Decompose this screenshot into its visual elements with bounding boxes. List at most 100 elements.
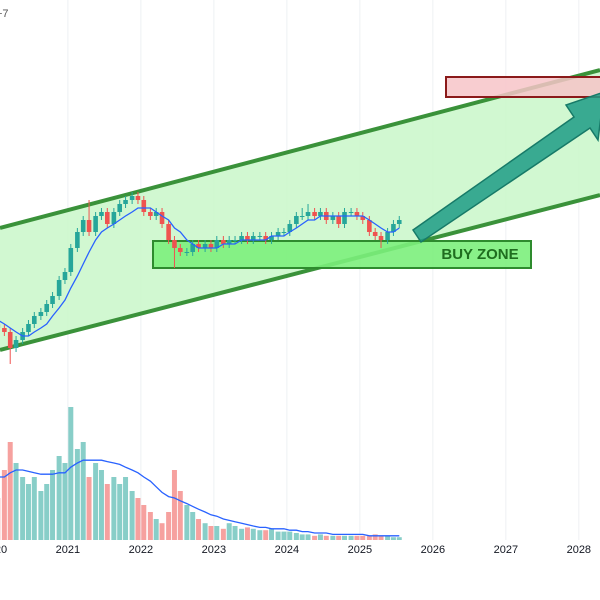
candle-body bbox=[68, 248, 74, 272]
candle-body bbox=[26, 324, 31, 332]
volume-bar bbox=[360, 535, 366, 540]
candle-body bbox=[93, 216, 98, 232]
candle-body bbox=[32, 316, 37, 324]
candle-body bbox=[111, 212, 117, 224]
volume-bar bbox=[184, 505, 190, 540]
x-tick-label: 2024 bbox=[275, 544, 299, 556]
candle-body bbox=[172, 240, 177, 248]
volume-bar bbox=[299, 534, 305, 540]
buy-zone-label: BUY ZONE bbox=[441, 246, 518, 263]
volume-bar bbox=[50, 470, 56, 540]
volume-moving-average bbox=[0, 459, 400, 537]
candle-body bbox=[38, 312, 44, 316]
volume-bar bbox=[330, 535, 336, 540]
candle-body bbox=[281, 232, 287, 233]
candle-body bbox=[166, 224, 171, 240]
volume-bar bbox=[366, 535, 372, 540]
candle-body bbox=[305, 212, 311, 216]
candle-body bbox=[80, 220, 86, 232]
target-zone bbox=[445, 76, 600, 98]
candle-body bbox=[196, 244, 201, 248]
candle-body bbox=[378, 236, 384, 240]
volume-bar bbox=[111, 477, 117, 540]
volume-bar bbox=[372, 534, 378, 540]
candle-body bbox=[117, 204, 123, 212]
volume-bar bbox=[153, 519, 159, 540]
channel-lower bbox=[0, 193, 600, 352]
volume-bar bbox=[93, 463, 99, 540]
corner-label: +7 bbox=[0, 8, 9, 20]
candle-body bbox=[269, 236, 274, 240]
candle-body bbox=[44, 304, 50, 312]
candle-body bbox=[372, 232, 378, 236]
candle-body bbox=[360, 216, 366, 220]
candle-body bbox=[250, 236, 256, 240]
volume-bar bbox=[62, 463, 68, 540]
arrow bbox=[411, 92, 600, 244]
candle-body bbox=[239, 236, 244, 240]
candle-body bbox=[299, 216, 305, 217]
volume-bar bbox=[202, 523, 208, 540]
volume-bar bbox=[74, 449, 80, 540]
volume-bar bbox=[86, 477, 92, 540]
volume-bar bbox=[1, 470, 7, 540]
volume-bar bbox=[317, 534, 323, 540]
candle-body bbox=[62, 272, 68, 280]
volume-bar bbox=[123, 477, 129, 540]
volume-bar bbox=[159, 523, 165, 540]
volume-bar bbox=[348, 535, 354, 540]
volume-bar bbox=[80, 442, 86, 540]
volume-bar bbox=[232, 526, 238, 540]
candle-body bbox=[263, 236, 268, 240]
candle-body bbox=[312, 212, 317, 216]
candle-body bbox=[221, 240, 226, 244]
x-tick-label: 2025 bbox=[348, 544, 372, 556]
volume-bar bbox=[336, 535, 342, 540]
candle-body bbox=[391, 224, 396, 232]
candle-body bbox=[99, 212, 104, 216]
candle-body bbox=[318, 212, 323, 216]
volume-bar bbox=[20, 477, 26, 540]
volume-bar bbox=[396, 537, 402, 540]
volume-bar bbox=[226, 523, 232, 540]
volume-bar bbox=[263, 530, 269, 540]
candle-body bbox=[148, 212, 153, 216]
candle-body bbox=[385, 232, 390, 240]
volume-bar bbox=[190, 512, 196, 540]
candle-body bbox=[177, 248, 183, 252]
volume-bar bbox=[117, 484, 123, 540]
volume-bar bbox=[13, 463, 19, 540]
x-tick-label: 2020 bbox=[0, 544, 7, 556]
volume-bar bbox=[7, 442, 13, 540]
volume-bar bbox=[269, 528, 275, 540]
candle-body bbox=[330, 216, 336, 220]
volume-bar bbox=[275, 531, 281, 540]
candle-body bbox=[190, 244, 195, 252]
volume-bar bbox=[44, 484, 50, 540]
volume-bar bbox=[166, 512, 172, 540]
volume-bar bbox=[323, 535, 329, 540]
candle-body bbox=[245, 236, 250, 240]
volume-bar bbox=[141, 505, 147, 540]
volume-bar bbox=[244, 527, 250, 540]
candle-body bbox=[13, 340, 19, 348]
volume-bar bbox=[378, 535, 384, 540]
volume-bar bbox=[281, 531, 287, 540]
volume-bar bbox=[390, 537, 396, 540]
candle-body bbox=[123, 200, 128, 204]
volume-bar bbox=[129, 491, 135, 540]
volume-bar bbox=[147, 512, 153, 540]
moving-average bbox=[0, 207, 400, 337]
candle-body bbox=[184, 252, 190, 253]
candle-body bbox=[257, 236, 263, 237]
volume-bar bbox=[135, 498, 141, 540]
candle-body bbox=[396, 220, 402, 224]
candle-body bbox=[135, 196, 141, 200]
candle-body bbox=[226, 240, 232, 244]
candle-body bbox=[159, 212, 165, 224]
x-tick-label: 2028 bbox=[567, 544, 591, 556]
candle-body bbox=[336, 216, 341, 224]
volume-bar bbox=[385, 535, 391, 540]
volume-bar bbox=[220, 528, 226, 540]
